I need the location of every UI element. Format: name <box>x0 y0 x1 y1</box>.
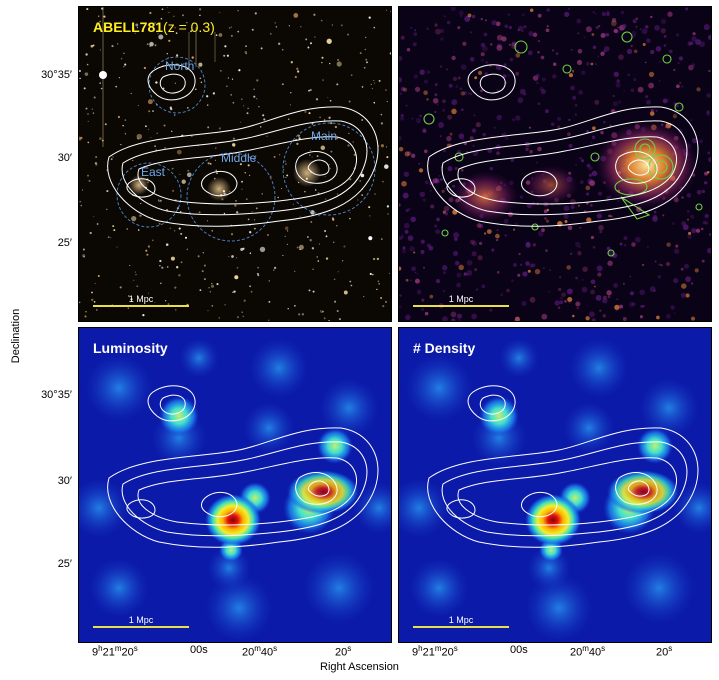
ra-tick-left-3: 20m40s <box>242 644 278 659</box>
dec-tick-upper-25: 25′ <box>57 237 72 249</box>
scale-bar: 1 Mpc <box>93 294 189 307</box>
dec-tick-upper-30: 30′ <box>57 152 72 164</box>
luminosity-title: Luminosity <box>93 340 168 356</box>
xray-panel: 1 Mpc <box>398 6 712 322</box>
ra-tick-left-2: 00s <box>190 644 208 656</box>
luminosity-map <box>79 328 391 642</box>
ra-tick-right-3: 20m40s <box>570 644 606 659</box>
ra-tick-left-4: 20s <box>335 644 352 659</box>
density-map <box>399 328 711 642</box>
dec-tick-lower-35: 30°35′ <box>41 389 72 401</box>
optical-image <box>79 7 391 321</box>
region-label-north: North <box>165 59 195 73</box>
xray-image <box>399 7 711 321</box>
scale-bar: 1 Mpc <box>413 294 509 307</box>
dec-tick-lower-30: 30′ <box>57 475 72 487</box>
cluster-title: ABELL781(z = 0.3) <box>93 19 215 35</box>
region-label-main: Main <box>311 129 338 143</box>
density-panel: # Density 1 Mpc <box>398 327 712 643</box>
dec-tick-lower-25: 25′ <box>57 558 72 570</box>
luminosity-panel: Luminosity 1 Mpc <box>78 327 392 643</box>
scale-bar: 1 Mpc <box>413 615 509 628</box>
region-label-middle: Middle <box>221 151 257 165</box>
y-axis-label: Declination <box>10 308 22 364</box>
x-axis-label: Right Ascension <box>320 661 399 673</box>
dec-tick-upper-35: 30°35′ <box>41 69 72 81</box>
ra-tick-right-1: 9h21m20s <box>412 644 458 659</box>
optical-panel: ABELL781(z = 0.3) North East Middle Main… <box>78 6 392 322</box>
region-label-east: East <box>141 165 166 179</box>
density-title: # Density <box>413 340 476 356</box>
ra-tick-right-2: 00s <box>510 644 528 656</box>
ra-tick-right-4: 20s <box>656 644 673 659</box>
ra-tick-left-1: 9h21m20s <box>92 644 138 659</box>
scale-bar: 1 Mpc <box>93 615 189 628</box>
